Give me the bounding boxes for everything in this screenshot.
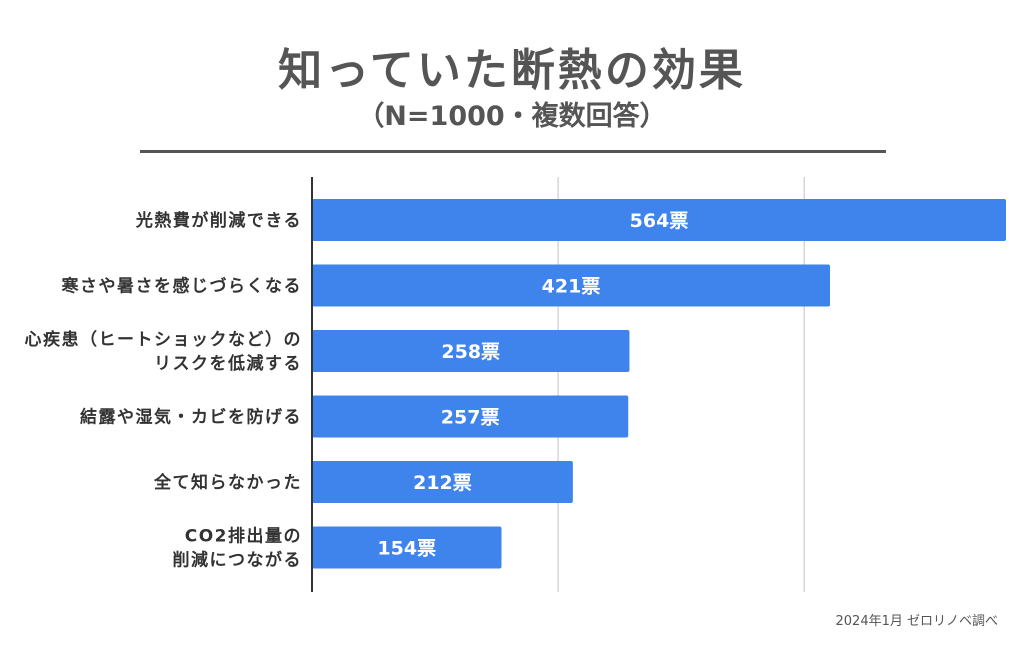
bar-3 (312, 330, 630, 372)
chart-subtitle: （N=1000・複数回答） (357, 101, 667, 132)
bar-4 (312, 395, 629, 438)
source-note: 2024年1月 ゼロリノベ調べ (835, 614, 999, 629)
category-label-2: 寒さや暑さを感じづらくなる (62, 276, 303, 297)
bar-value-label-1: 564票 (630, 210, 689, 232)
bar-6 (312, 526, 502, 569)
category-label-6-line-1: CO2排出量の (185, 526, 302, 547)
bar-value-label-5: 212票 (413, 472, 472, 494)
bar-value-label-4: 257票 (441, 407, 500, 429)
category-label-4: 結露や湿気・カビを防げる (80, 407, 302, 428)
category-label-5: 全て知らなかった (153, 472, 302, 493)
title-divider (140, 150, 886, 153)
bar-value-label-3: 258票 (441, 341, 500, 363)
bar-2 (312, 264, 831, 307)
bar-5 (312, 461, 573, 503)
bar-value-label-2: 421票 (542, 276, 601, 298)
category-label-3-line-2: リスクを低減する (154, 353, 302, 374)
bar-1 (312, 199, 1007, 241)
bar-value-label-6: 154票 (377, 538, 436, 560)
category-label-6-line-2: 削減につながる (173, 550, 303, 571)
category-label-3-line-1: 心疾患（ヒートショックなど）の (25, 329, 303, 350)
category-label-1: 光熱費が削減できる (135, 210, 302, 231)
chart-title: 知っていた断熱の効果 (278, 45, 746, 96)
